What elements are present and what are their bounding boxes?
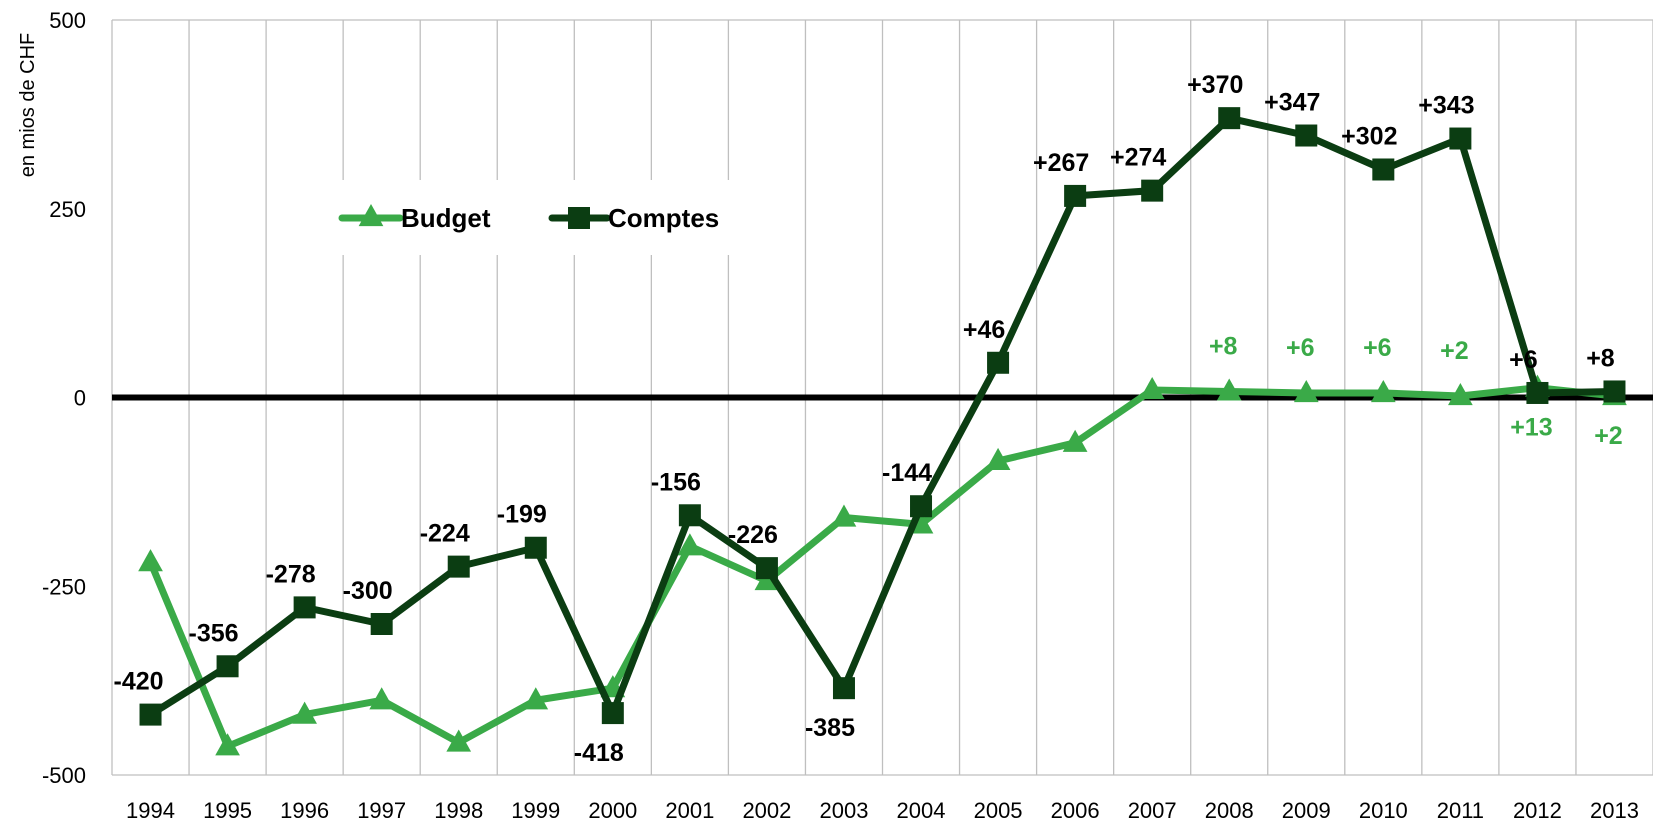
data-label-budget: +6 bbox=[1363, 334, 1392, 362]
data-label-budget: +2 bbox=[1440, 337, 1469, 365]
point-budget bbox=[831, 504, 857, 527]
legend-label-comptes: Comptes bbox=[608, 203, 719, 233]
x-tick-label: 2005 bbox=[974, 798, 1023, 823]
x-tick-label: 2006 bbox=[1051, 798, 1100, 823]
x-tick-label: 1998 bbox=[434, 798, 483, 823]
x-tick-label: 2009 bbox=[1282, 798, 1331, 823]
data-label-budget: +2 bbox=[1594, 422, 1623, 450]
x-tick-label: 2001 bbox=[665, 798, 714, 823]
point-comptes bbox=[370, 613, 393, 635]
legend-label-budget: Budget bbox=[401, 203, 491, 233]
x-tick-label: 2000 bbox=[588, 798, 637, 823]
point-comptes bbox=[1449, 127, 1472, 150]
point-comptes bbox=[1372, 158, 1395, 181]
x-tick-label: 2013 bbox=[1590, 798, 1639, 823]
data-label-comptes: +343 bbox=[1418, 92, 1474, 120]
point-comptes bbox=[1603, 380, 1626, 403]
point-budget bbox=[1448, 382, 1473, 406]
point-budget bbox=[446, 729, 472, 752]
x-tick-label: 2012 bbox=[1513, 798, 1562, 823]
data-labels: -420 -356 -278 -300 -224 -199 -418 -156 -226 -385… bbox=[114, 71, 1623, 767]
data-label-comptes: -156 bbox=[651, 468, 701, 496]
point-comptes bbox=[524, 536, 547, 559]
data-label-comptes: -385 bbox=[805, 714, 855, 742]
data-label-comptes: +46 bbox=[963, 316, 1005, 344]
point-comptes bbox=[216, 655, 239, 678]
data-label-comptes: +6 bbox=[1509, 346, 1538, 374]
data-label-comptes: -356 bbox=[189, 619, 239, 647]
data-label-comptes: -418 bbox=[574, 739, 624, 767]
point-comptes bbox=[832, 677, 855, 700]
y-tick-label: -250 bbox=[42, 574, 86, 599]
point-budget bbox=[1370, 379, 1396, 403]
x-tick-label: 2007 bbox=[1128, 798, 1177, 823]
point-comptes bbox=[1141, 179, 1164, 202]
point-comptes bbox=[755, 557, 778, 580]
x-tick-label: 1996 bbox=[280, 798, 329, 823]
series-line-comptes bbox=[148, 114, 1615, 718]
x-tick-label: 1999 bbox=[511, 798, 560, 823]
data-label-comptes: -144 bbox=[882, 459, 932, 487]
point-comptes bbox=[293, 596, 316, 619]
point-budget bbox=[369, 687, 395, 710]
point-budget bbox=[1062, 429, 1088, 452]
x-tick-label: 2002 bbox=[742, 798, 791, 823]
point-budget bbox=[1293, 379, 1319, 403]
point-comptes bbox=[1526, 381, 1549, 404]
data-label-budget: +6 bbox=[1286, 334, 1315, 362]
x-tick-label: 2004 bbox=[897, 798, 946, 823]
point-comptes bbox=[447, 555, 470, 578]
y-tick-label: 500 bbox=[49, 8, 86, 33]
point-budget bbox=[292, 701, 317, 724]
data-label-comptes: -300 bbox=[343, 577, 393, 605]
data-label-budget: +8 bbox=[1209, 332, 1238, 360]
x-tick-label: 2003 bbox=[819, 798, 868, 823]
point-comptes bbox=[601, 702, 624, 725]
point-comptes bbox=[139, 703, 162, 726]
point-budget bbox=[1139, 376, 1165, 400]
data-label-comptes: -278 bbox=[266, 560, 316, 588]
data-label-comptes: +302 bbox=[1341, 122, 1397, 150]
data-label-comptes: +347 bbox=[1264, 89, 1320, 117]
x-tick-label: 2011 bbox=[1437, 798, 1484, 823]
point-budget bbox=[985, 447, 1011, 471]
data-label-comptes: +267 bbox=[1033, 149, 1089, 177]
point-budget bbox=[215, 733, 240, 756]
x-tick-label: 2010 bbox=[1359, 798, 1408, 823]
axes: 500 250 0 -250 -500 1994 1995 1996 1997 1998 1999 2… bbox=[42, 8, 1639, 823]
point-comptes bbox=[910, 495, 933, 518]
point-comptes bbox=[1218, 107, 1241, 130]
y-tick-label: 0 bbox=[74, 386, 86, 411]
point-comptes bbox=[1295, 124, 1318, 147]
point-budget bbox=[523, 687, 549, 710]
y-tick-label: -500 bbox=[42, 763, 86, 788]
data-label-comptes: +370 bbox=[1187, 71, 1243, 99]
y-axis-label: en mios de CHF bbox=[17, 33, 39, 178]
x-tick-label: 1994 bbox=[126, 798, 175, 823]
data-label-comptes: +8 bbox=[1586, 344, 1615, 372]
x-tick-label: 1995 bbox=[203, 798, 252, 823]
data-label-comptes: -199 bbox=[497, 501, 547, 529]
series-layer bbox=[138, 107, 1627, 756]
legend-marker-comptes bbox=[568, 207, 590, 229]
legend-marker-budget bbox=[358, 204, 384, 227]
series-line-budget bbox=[147, 384, 1615, 750]
point-comptes bbox=[987, 351, 1010, 374]
data-label-comptes: -224 bbox=[420, 520, 470, 548]
data-label-comptes: -420 bbox=[114, 668, 164, 696]
y-tick-label: 250 bbox=[49, 197, 86, 222]
x-tick-label: 2008 bbox=[1205, 798, 1254, 823]
point-budget bbox=[677, 533, 703, 556]
point-comptes bbox=[1064, 184, 1087, 207]
data-label-comptes: -226 bbox=[728, 521, 778, 549]
point-budget bbox=[1216, 378, 1242, 401]
point-comptes bbox=[678, 504, 701, 527]
data-label-budget: +13 bbox=[1510, 414, 1552, 442]
legend: Budget Comptes bbox=[330, 180, 730, 255]
point-budget bbox=[138, 549, 163, 572]
x-tick-label: 1997 bbox=[357, 798, 406, 823]
data-label-comptes: +274 bbox=[1110, 144, 1166, 172]
